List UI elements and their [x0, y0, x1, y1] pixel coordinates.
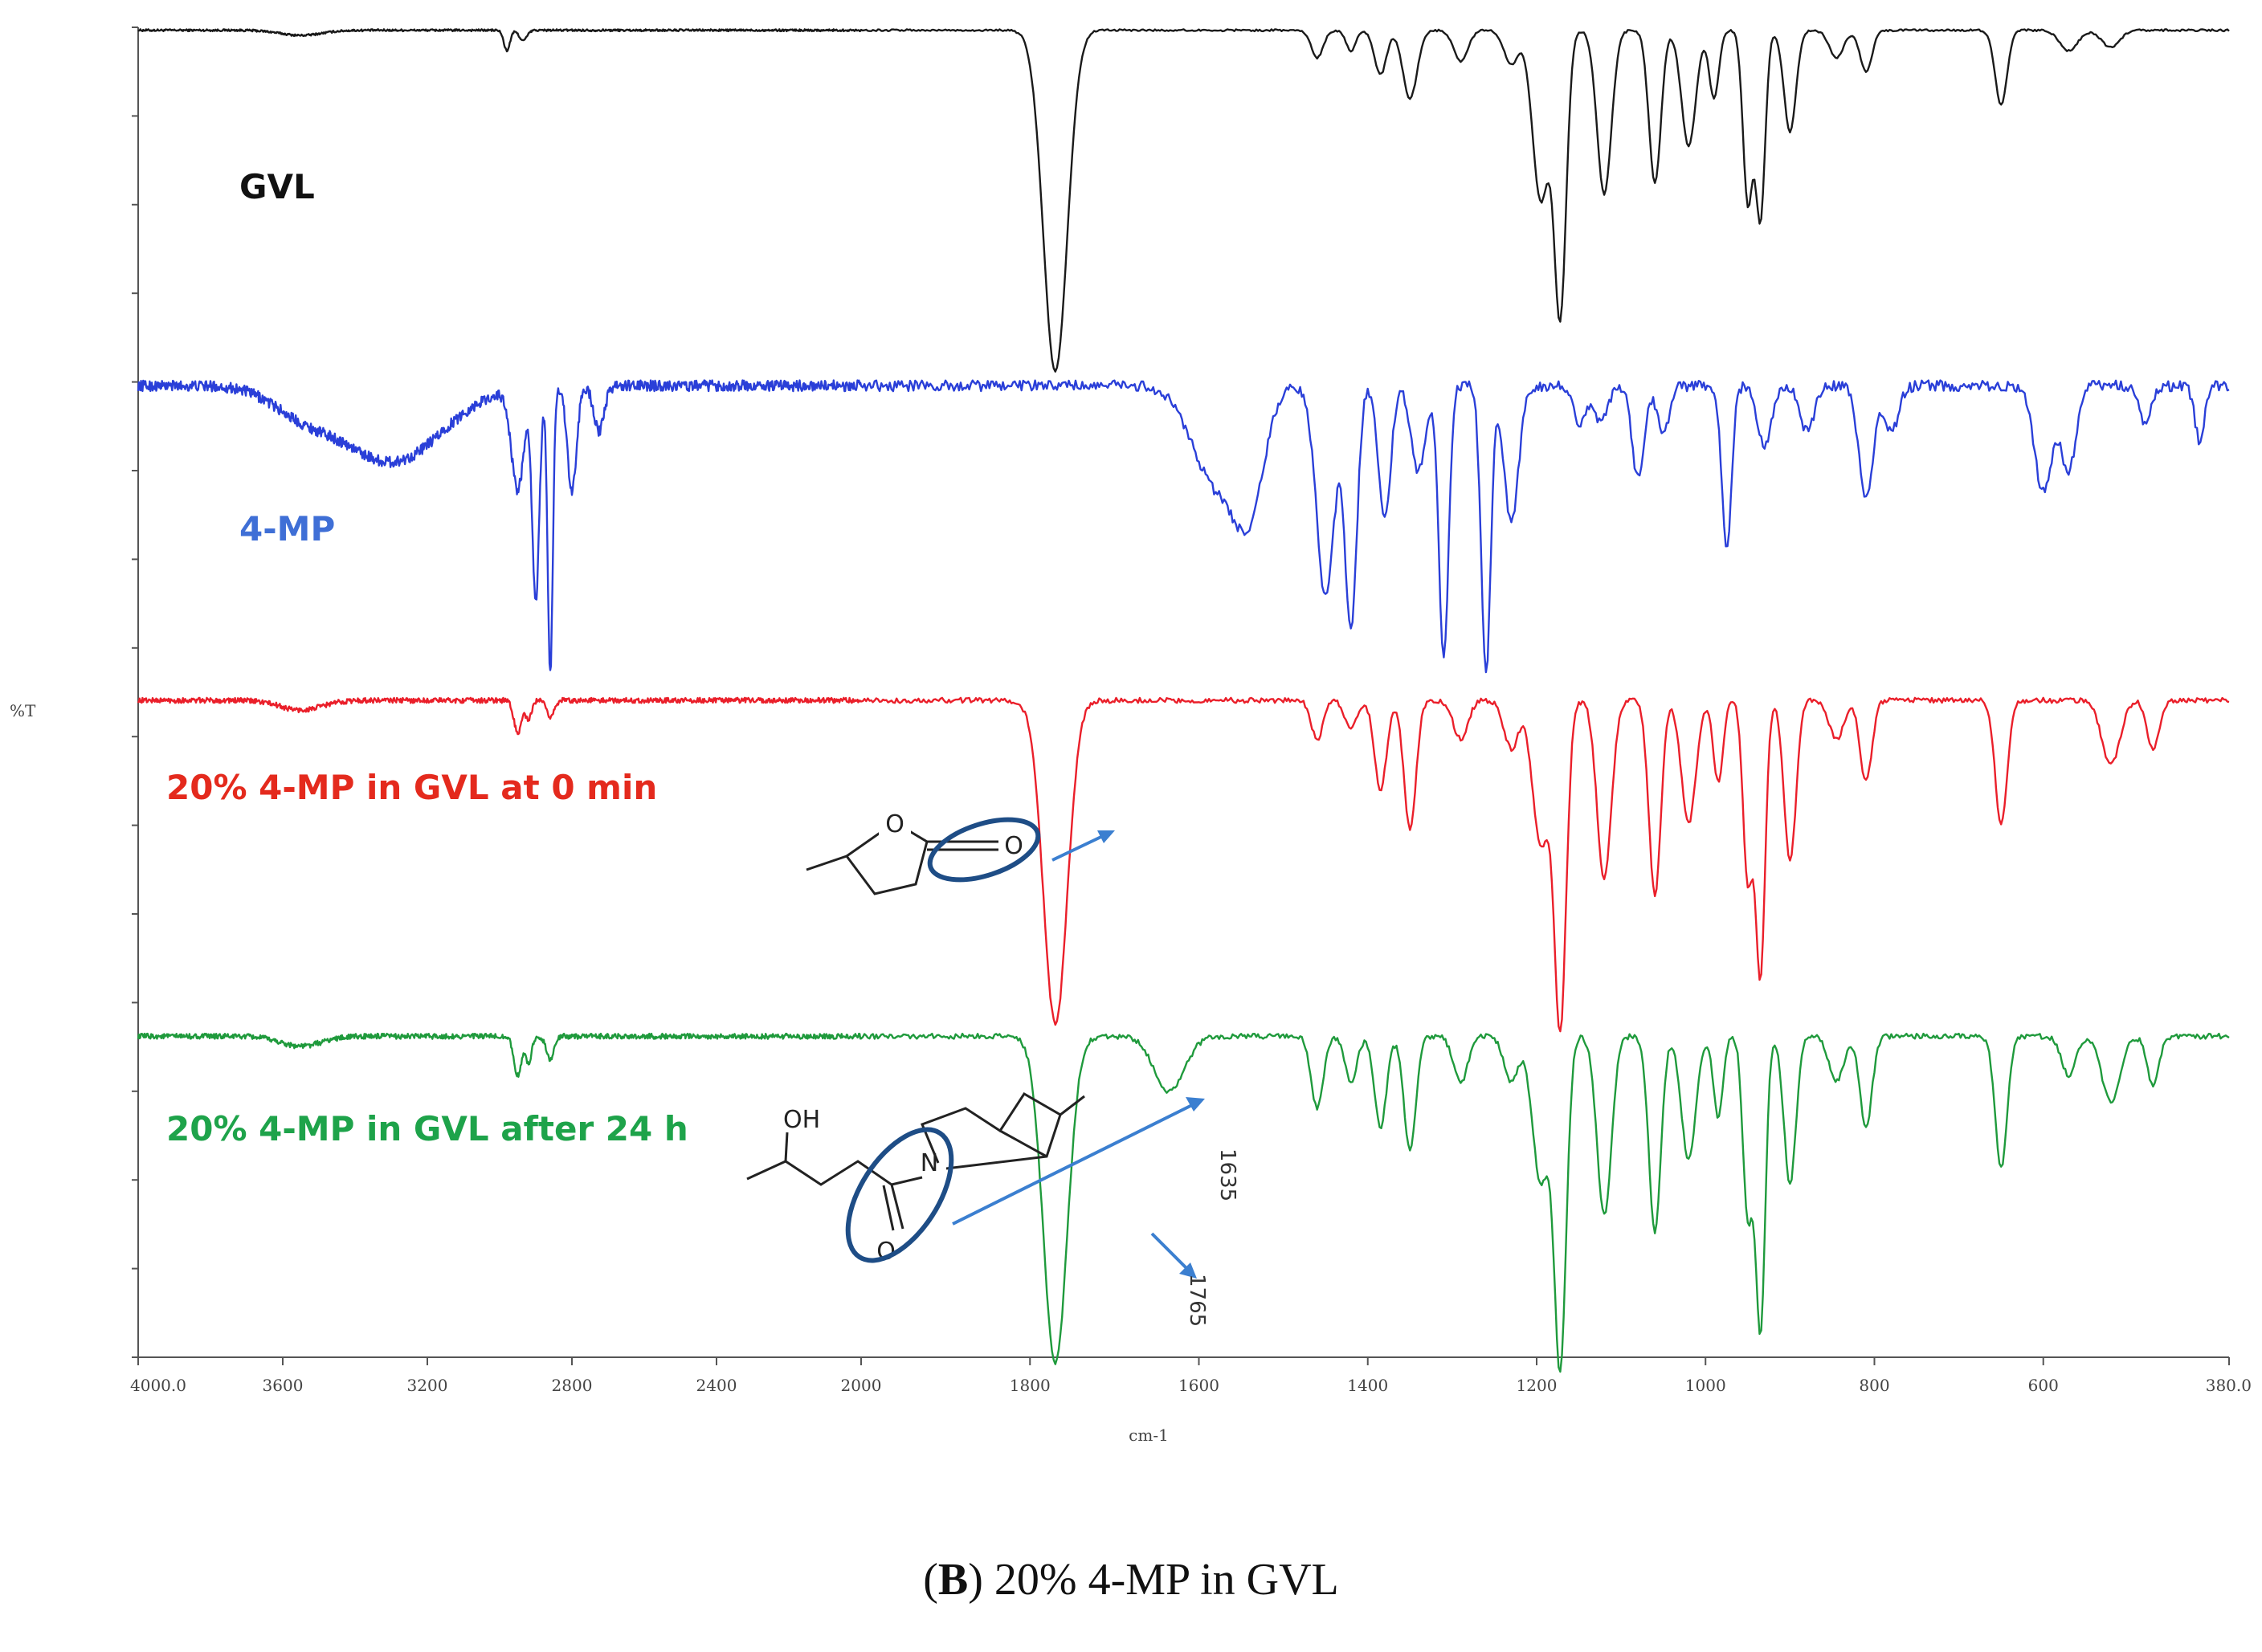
peak-label-1765: 1765	[1185, 1274, 1209, 1327]
amide-hydroxyl: OH	[783, 1106, 820, 1134]
gvl-carbonyl-highlight	[927, 817, 1041, 883]
amide-pointer-arrow	[952, 1103, 1193, 1226]
peak-1765-arrow	[1150, 1232, 1189, 1271]
series-label-24h: 20% 4-MP in GVL after 24 h	[166, 1109, 688, 1148]
x-tick-label: 1400	[1347, 1376, 1388, 1395]
x-tick-label: 2800	[552, 1376, 593, 1395]
caption-text: 20% 4-MP in GVL	[982, 1555, 1339, 1605]
x-tick-label: 380.0	[2206, 1376, 2252, 1395]
series-line-1	[137, 379, 2230, 674]
x-tick-label: 3600	[263, 1376, 304, 1395]
gvl-ring-oxygen: O	[885, 810, 904, 838]
peak-1765-arrowhead	[1179, 1262, 1197, 1279]
peak-label-1635: 1635	[1215, 1148, 1239, 1201]
caption-close: )	[968, 1555, 983, 1605]
x-tick-label: 1000	[1685, 1376, 1726, 1395]
x-tick-label: 1600	[1178, 1376, 1219, 1395]
caption-panel-letter: B	[937, 1555, 969, 1605]
gvl-structure: O O	[806, 809, 1115, 895]
x-tick-label: 600	[2028, 1376, 2059, 1395]
caption-open: (	[923, 1555, 938, 1605]
gvl-pointer-arrow	[1051, 834, 1105, 862]
amide-pointer-arrowhead	[1186, 1097, 1205, 1112]
series-line-2	[137, 696, 2230, 1033]
x-tick-label: 1800	[1010, 1376, 1051, 1395]
x-tick-label: 1200	[1517, 1376, 1558, 1395]
amide-carbonyl-highlight	[845, 1127, 954, 1263]
x-tick-label: 2400	[696, 1376, 737, 1395]
x-tick-label: 3200	[407, 1376, 448, 1395]
x-axis-label: cm-1	[1129, 1426, 1169, 1445]
y-axis-label: %T	[10, 701, 36, 720]
amide-structure: OH N O	[746, 1091, 1205, 1279]
figure-caption: (B) 20% 4-MP in GVL	[0, 1554, 2262, 1605]
series-label-gvl: GVL	[239, 167, 315, 206]
x-tick-label: 800	[1859, 1376, 1889, 1395]
series-label-4mp: 4-MP	[239, 509, 335, 549]
series-line-3	[137, 1032, 2230, 1373]
series-label-0min: 20% 4-MP in GVL at 0 min	[166, 768, 657, 807]
spectra	[137, 28, 2230, 1373]
series-line-0	[137, 28, 2230, 373]
gvl-pointer-arrowhead	[1097, 830, 1115, 843]
x-tick-label: 4000.0	[130, 1376, 186, 1395]
amide-nitrogen: N	[921, 1149, 938, 1177]
x-tick-label: 2000	[841, 1376, 882, 1395]
chart-axes: 4000.0 3600 3200 2800 2400 2000 1800 1600 1400 12…	[10, 27, 2252, 1445]
gvl-carbonyl-oxygen: O	[1004, 832, 1023, 860]
